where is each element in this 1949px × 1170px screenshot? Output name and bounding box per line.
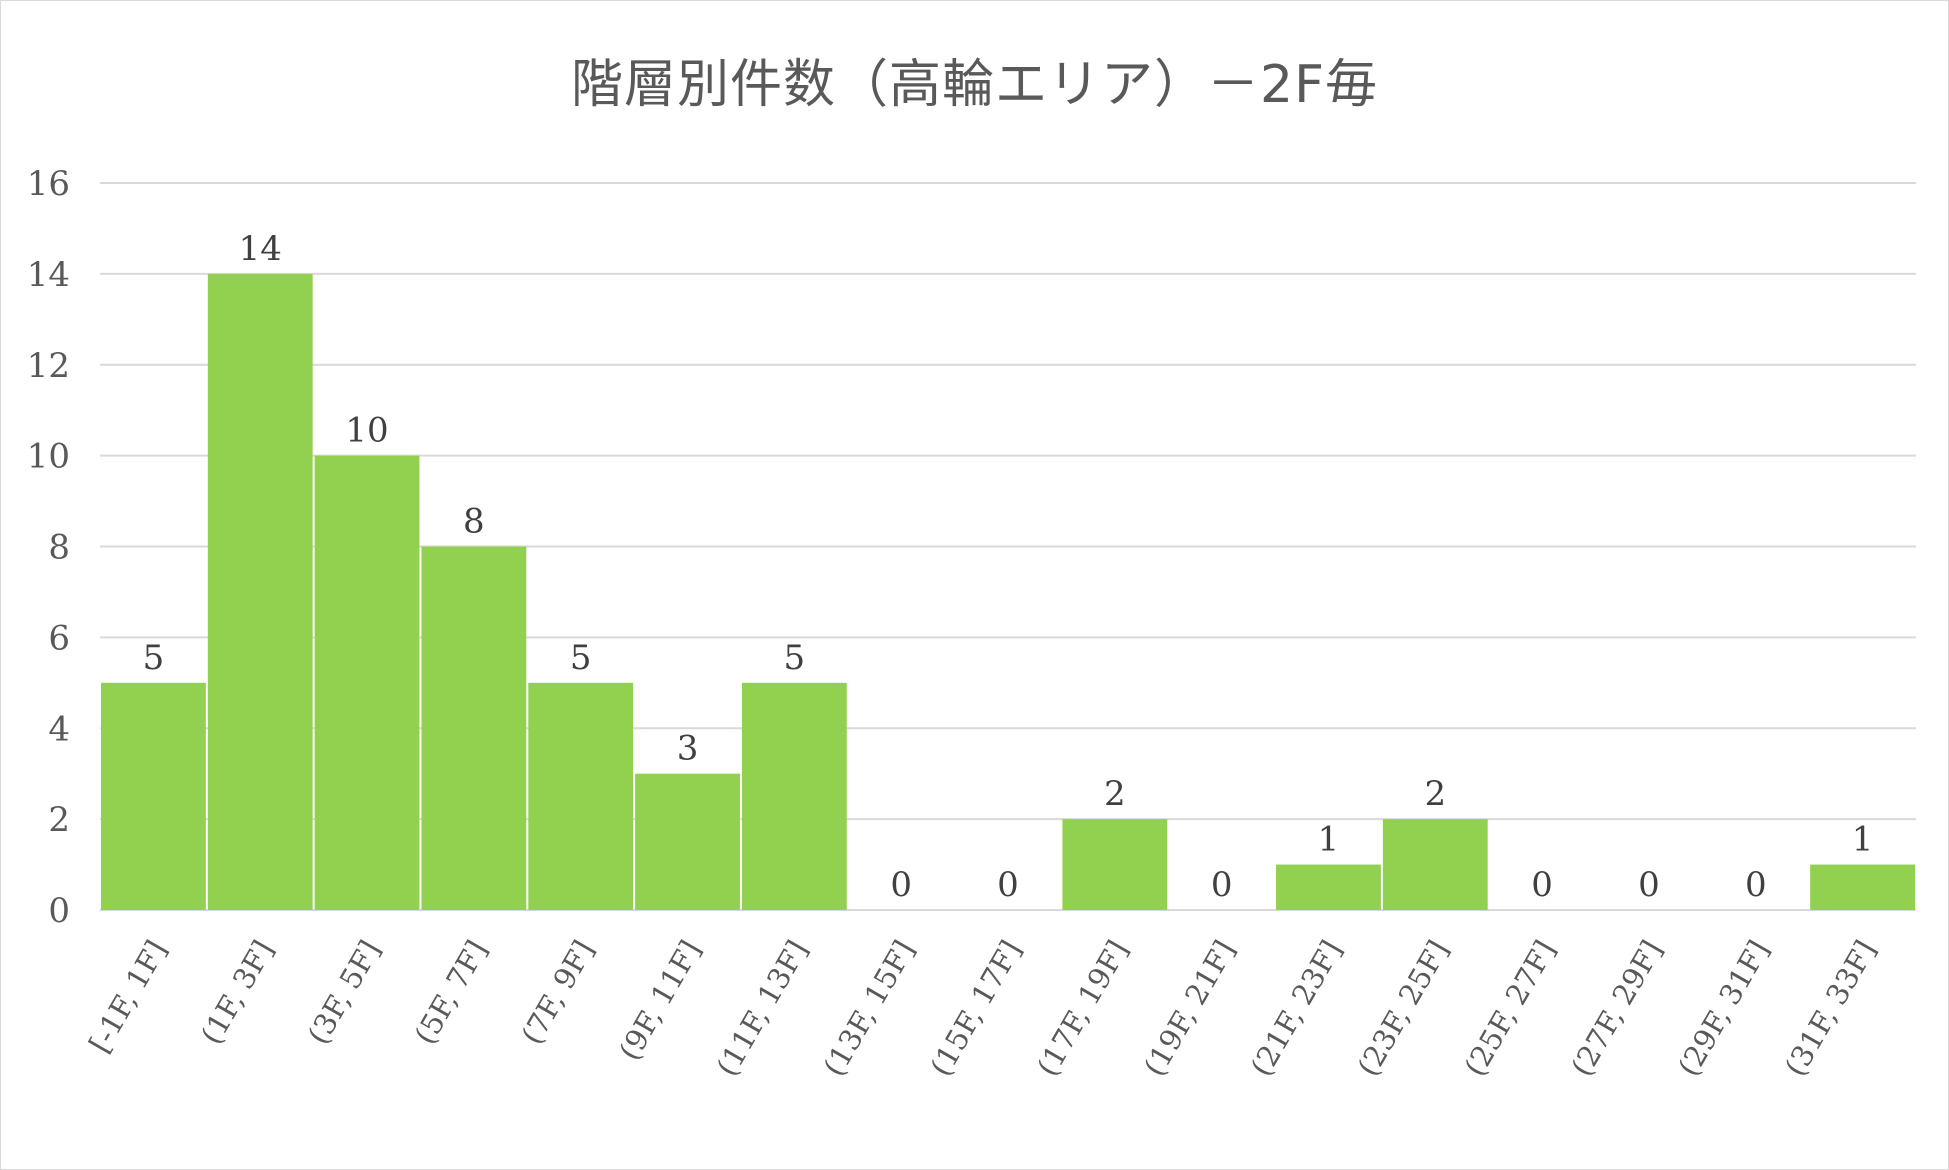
- x-axis-categories: [-1F, 1F] (1F, 3F] (3F, 5F] (5F, 7F] (7F, 9F…: [82, 935, 1882, 1082]
- y-tick-label: 0: [48, 891, 70, 931]
- x-category-label: (11F, 13F]: [710, 935, 815, 1082]
- data-label: 0: [1211, 865, 1233, 905]
- x-category-label: (27F, 29F]: [1564, 935, 1669, 1082]
- bar: [528, 682, 634, 910]
- x-category-label: (17F, 19F]: [1030, 935, 1135, 1082]
- data-label: 1: [1852, 820, 1874, 860]
- x-category-label: (5F, 7F]: [408, 935, 494, 1050]
- x-category-label: (15F, 17F]: [923, 935, 1028, 1082]
- data-label: 14: [239, 229, 282, 269]
- y-tick-label: 16: [27, 164, 70, 204]
- bar: [1382, 819, 1488, 910]
- bar: [314, 455, 420, 910]
- y-tick-label: 8: [48, 528, 70, 568]
- data-label: 5: [143, 638, 165, 678]
- bar: [1276, 864, 1381, 910]
- x-category-label: (23F, 25F]: [1351, 935, 1456, 1082]
- data-label: 0: [1745, 865, 1767, 905]
- data-label: 0: [1531, 865, 1553, 905]
- x-category-label: (25F, 27F]: [1457, 935, 1562, 1082]
- bar: [101, 682, 206, 910]
- bars: [101, 273, 1915, 910]
- bar: [207, 273, 313, 910]
- data-label: 0: [1638, 865, 1660, 905]
- y-tick-label: 4: [48, 709, 70, 749]
- x-category-label: (3F, 5F]: [301, 935, 387, 1050]
- data-label: 0: [997, 865, 1019, 905]
- bar: [635, 773, 740, 910]
- data-labels: 5 14 10 8 5 3 5 0 0 2 0 1 2 0 0 0 1: [143, 229, 1874, 905]
- y-tick-label: 10: [27, 437, 70, 477]
- data-label: 5: [784, 638, 806, 678]
- y-tick-label: 2: [48, 800, 70, 840]
- x-category-label: (31F, 33F]: [1778, 935, 1883, 1082]
- x-category-label: [-1F, 1F]: [82, 935, 173, 1059]
- x-category-label: (9F, 11F]: [612, 935, 708, 1066]
- data-label: 2: [1424, 774, 1446, 814]
- bar: [1810, 864, 1915, 910]
- data-label: 8: [463, 502, 485, 542]
- data-label: 0: [890, 865, 912, 905]
- bar: [741, 682, 847, 910]
- y-tick-label: 12: [27, 346, 70, 386]
- data-label: 2: [1104, 774, 1126, 814]
- x-category-label: (29F, 31F]: [1671, 935, 1776, 1082]
- x-category-label: (19F, 21F]: [1137, 935, 1242, 1082]
- data-label: 3: [677, 729, 699, 769]
- bar: [1062, 819, 1168, 910]
- data-label: 1: [1318, 820, 1340, 860]
- x-category-label: (13F, 15F]: [816, 935, 921, 1082]
- y-tick-label: 6: [48, 618, 70, 658]
- x-category-label: (1F, 3F]: [194, 935, 280, 1050]
- x-category-label: (7F, 9F]: [514, 935, 600, 1050]
- y-axis-ticks: 0 2 4 6 8 10 12 14 16: [27, 164, 70, 931]
- bar: [421, 546, 527, 910]
- x-category-label: (21F, 23F]: [1244, 935, 1349, 1082]
- data-label: 5: [570, 638, 592, 678]
- chart-title: 階層別件数（高輪エリア）－2F毎: [571, 55, 1378, 115]
- data-label: 10: [345, 411, 388, 451]
- y-tick-label: 14: [27, 255, 70, 295]
